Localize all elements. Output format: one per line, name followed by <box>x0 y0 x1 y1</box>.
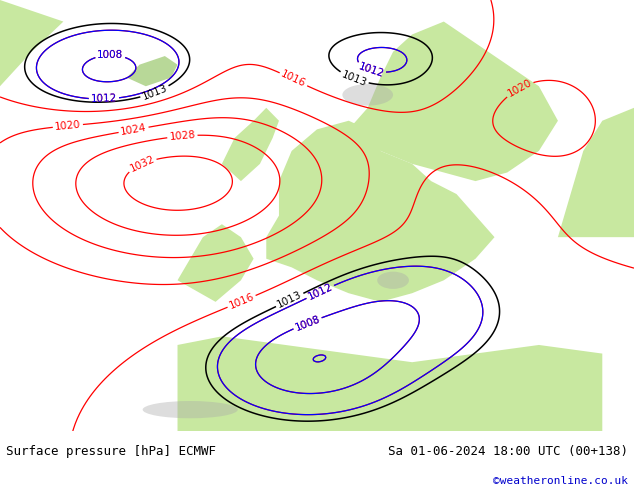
Text: 1032: 1032 <box>128 154 156 174</box>
Polygon shape <box>0 0 63 86</box>
Text: Sa 01-06-2024 18:00 UTC (00+138): Sa 01-06-2024 18:00 UTC (00+138) <box>387 445 628 458</box>
Polygon shape <box>349 22 558 181</box>
Text: 1008: 1008 <box>294 314 321 333</box>
Polygon shape <box>178 336 602 431</box>
Text: 1012: 1012 <box>357 61 385 79</box>
Text: ©weatheronline.co.uk: ©weatheronline.co.uk <box>493 476 628 486</box>
Polygon shape <box>127 56 178 86</box>
Text: 1012: 1012 <box>91 94 117 104</box>
Text: 1008: 1008 <box>97 50 124 60</box>
Text: Surface pressure [hPa] ECMWF: Surface pressure [hPa] ECMWF <box>6 445 216 458</box>
Text: 1013: 1013 <box>340 69 368 88</box>
Text: 1012: 1012 <box>357 61 385 79</box>
Polygon shape <box>178 224 254 302</box>
Text: 1012: 1012 <box>306 282 334 302</box>
Polygon shape <box>558 108 634 237</box>
Text: 1008: 1008 <box>294 314 321 333</box>
Text: 1028: 1028 <box>169 130 196 142</box>
Ellipse shape <box>143 401 238 418</box>
Text: 1012: 1012 <box>306 282 334 302</box>
Ellipse shape <box>377 271 409 289</box>
Polygon shape <box>222 108 279 181</box>
Text: 1016: 1016 <box>280 69 307 90</box>
Ellipse shape <box>342 84 393 106</box>
Text: 1020: 1020 <box>505 77 533 99</box>
Text: 1024: 1024 <box>120 122 148 137</box>
Text: 1020: 1020 <box>55 120 81 132</box>
Text: 1016: 1016 <box>228 292 256 311</box>
Text: 1013: 1013 <box>141 83 169 102</box>
Text: 1008: 1008 <box>97 50 124 60</box>
Text: 1012: 1012 <box>91 94 117 104</box>
Text: 1013: 1013 <box>276 290 304 310</box>
Polygon shape <box>266 121 495 302</box>
